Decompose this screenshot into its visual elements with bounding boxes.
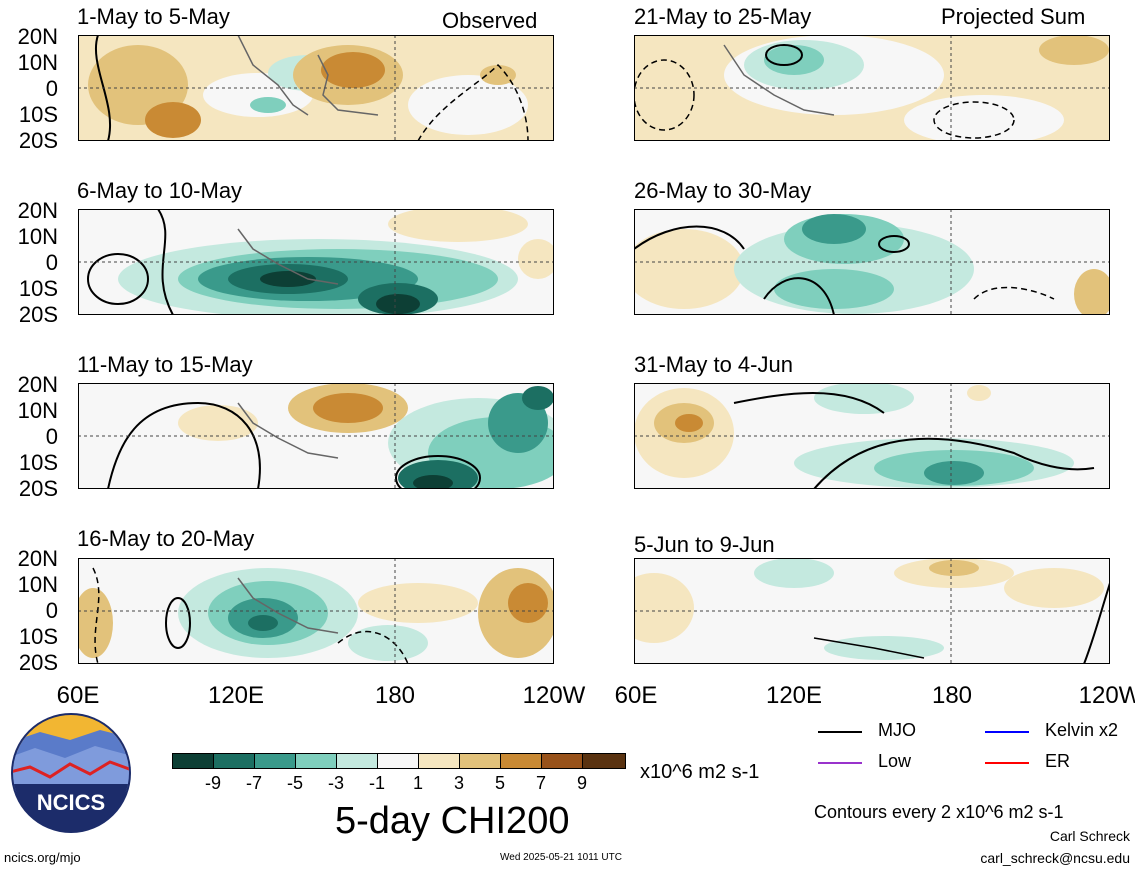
colorbar-cell-4	[336, 753, 378, 769]
email: carl_schreck@ncsu.edu	[980, 850, 1130, 866]
colorbar-cell-6	[418, 753, 460, 769]
panel-title-5: 21-May to 25-May	[634, 4, 812, 29]
logo-text: NCICS	[37, 790, 105, 815]
map-panel-6	[634, 209, 1110, 315]
map-panel-5	[634, 35, 1110, 141]
colorbar-label: -5	[286, 773, 303, 793]
site-url: ncics.org/mjo	[4, 850, 81, 865]
lat-20n: 20N	[17, 372, 58, 397]
observed-label: Observed	[442, 8, 538, 33]
colorbar-label: -7	[245, 773, 262, 793]
legend-swatch-mjo	[818, 731, 862, 733]
lat-0: 0	[45, 424, 58, 449]
map-panel-2	[78, 209, 554, 315]
colorbar-cell-1	[213, 753, 255, 769]
projected-label: Projected Sum	[941, 4, 1086, 29]
lat-10n: 10N	[17, 224, 58, 249]
lon-180-left: 180	[374, 682, 416, 709]
colorbar-label: 5	[494, 773, 505, 793]
lat-10s: 10S	[18, 624, 58, 649]
lat-20s: 20S	[18, 128, 58, 153]
colorbar-label: 7	[535, 773, 546, 793]
lat-0: 0	[45, 598, 58, 623]
lon-180-right: 180	[931, 682, 973, 709]
timestamp: Wed 2025-05-21 1011 UTC	[500, 852, 622, 863]
contour-note: Contours every 2 x10^6 m2 s-1	[814, 802, 1064, 822]
lat-20s: 20S	[18, 476, 58, 501]
legend-swatch-low	[818, 762, 862, 764]
lon-120e-right: 120E	[765, 682, 823, 709]
colorbar-cell-8	[500, 753, 542, 769]
colorbar-cell-0	[172, 753, 214, 769]
panel-title-2: 6-May to 10-May	[77, 178, 243, 203]
lat-20n: 20N	[17, 546, 58, 571]
panel-title-6: 26-May to 30-May	[634, 178, 812, 203]
map-panel-1	[78, 35, 554, 141]
legend-label-low: Low	[878, 751, 912, 771]
colorbar-label: 1	[412, 773, 423, 793]
map-panel-7	[634, 383, 1110, 489]
lat-10s: 10S	[18, 102, 58, 127]
lon-120e-left: 120E	[207, 682, 265, 709]
lat-10s: 10S	[18, 450, 58, 475]
panel-title-1: 1-May to 5-May	[77, 4, 230, 29]
colorbar-cell-5	[377, 753, 419, 769]
lat-10n: 10N	[17, 398, 58, 423]
colorbar-cell-9	[541, 753, 583, 769]
panel-title-8: 5-Jun to 9-Jun	[634, 532, 775, 557]
colorbar-cell-10	[582, 753, 626, 769]
legend-label-er: ER	[1045, 751, 1071, 771]
colorbar-label: -9	[204, 773, 221, 793]
colorbar-label: -1	[368, 773, 385, 793]
lat-10n: 10N	[17, 572, 58, 597]
legend-label-kelvin: Kelvin x2	[1045, 720, 1119, 740]
legend-label-mjo: MJO	[878, 720, 916, 740]
lat-20n: 20N	[17, 24, 58, 49]
map-panel-4	[78, 558, 554, 664]
legend-swatch-er	[985, 762, 1029, 764]
colorbar-cell-2	[254, 753, 296, 769]
colorbar-units: x10^6 m2 s-1	[640, 761, 760, 783]
lat-20s: 20S	[18, 302, 58, 327]
lat-10s: 10S	[18, 276, 58, 301]
colorbar-label: -3	[327, 773, 344, 793]
lon-120w-right: 120W	[1078, 682, 1135, 709]
lat-20s: 20S	[18, 650, 58, 675]
main-title: 5-day CHI200	[335, 800, 570, 842]
colorbar-label: 9	[576, 773, 587, 793]
lon-120w-left: 120W	[522, 682, 586, 709]
map-panel-3	[78, 383, 554, 489]
author: Carl Schreck	[1049, 828, 1130, 844]
colorbar-cell-3	[295, 753, 337, 769]
colorbar-cell-7	[459, 753, 501, 769]
lon-60e-left: 60E	[56, 682, 100, 709]
lon-60e-right: 60E	[614, 682, 658, 709]
lat-0: 0	[45, 250, 58, 275]
panel-title-3: 11-May to 15-May	[77, 352, 253, 377]
panel-title-4: 16-May to 20-May	[77, 526, 255, 551]
ncics-logo: NCICS	[11, 713, 131, 833]
lat-10n: 10N	[17, 50, 58, 75]
lat-0: 0	[45, 76, 58, 101]
panel-title-7: 31-May to 4-Jun	[634, 352, 793, 377]
map-panel-8	[634, 558, 1110, 664]
legend-swatch-kelvin	[985, 731, 1029, 733]
lat-20n: 20N	[17, 198, 58, 223]
colorbar-label: 3	[453, 773, 464, 793]
